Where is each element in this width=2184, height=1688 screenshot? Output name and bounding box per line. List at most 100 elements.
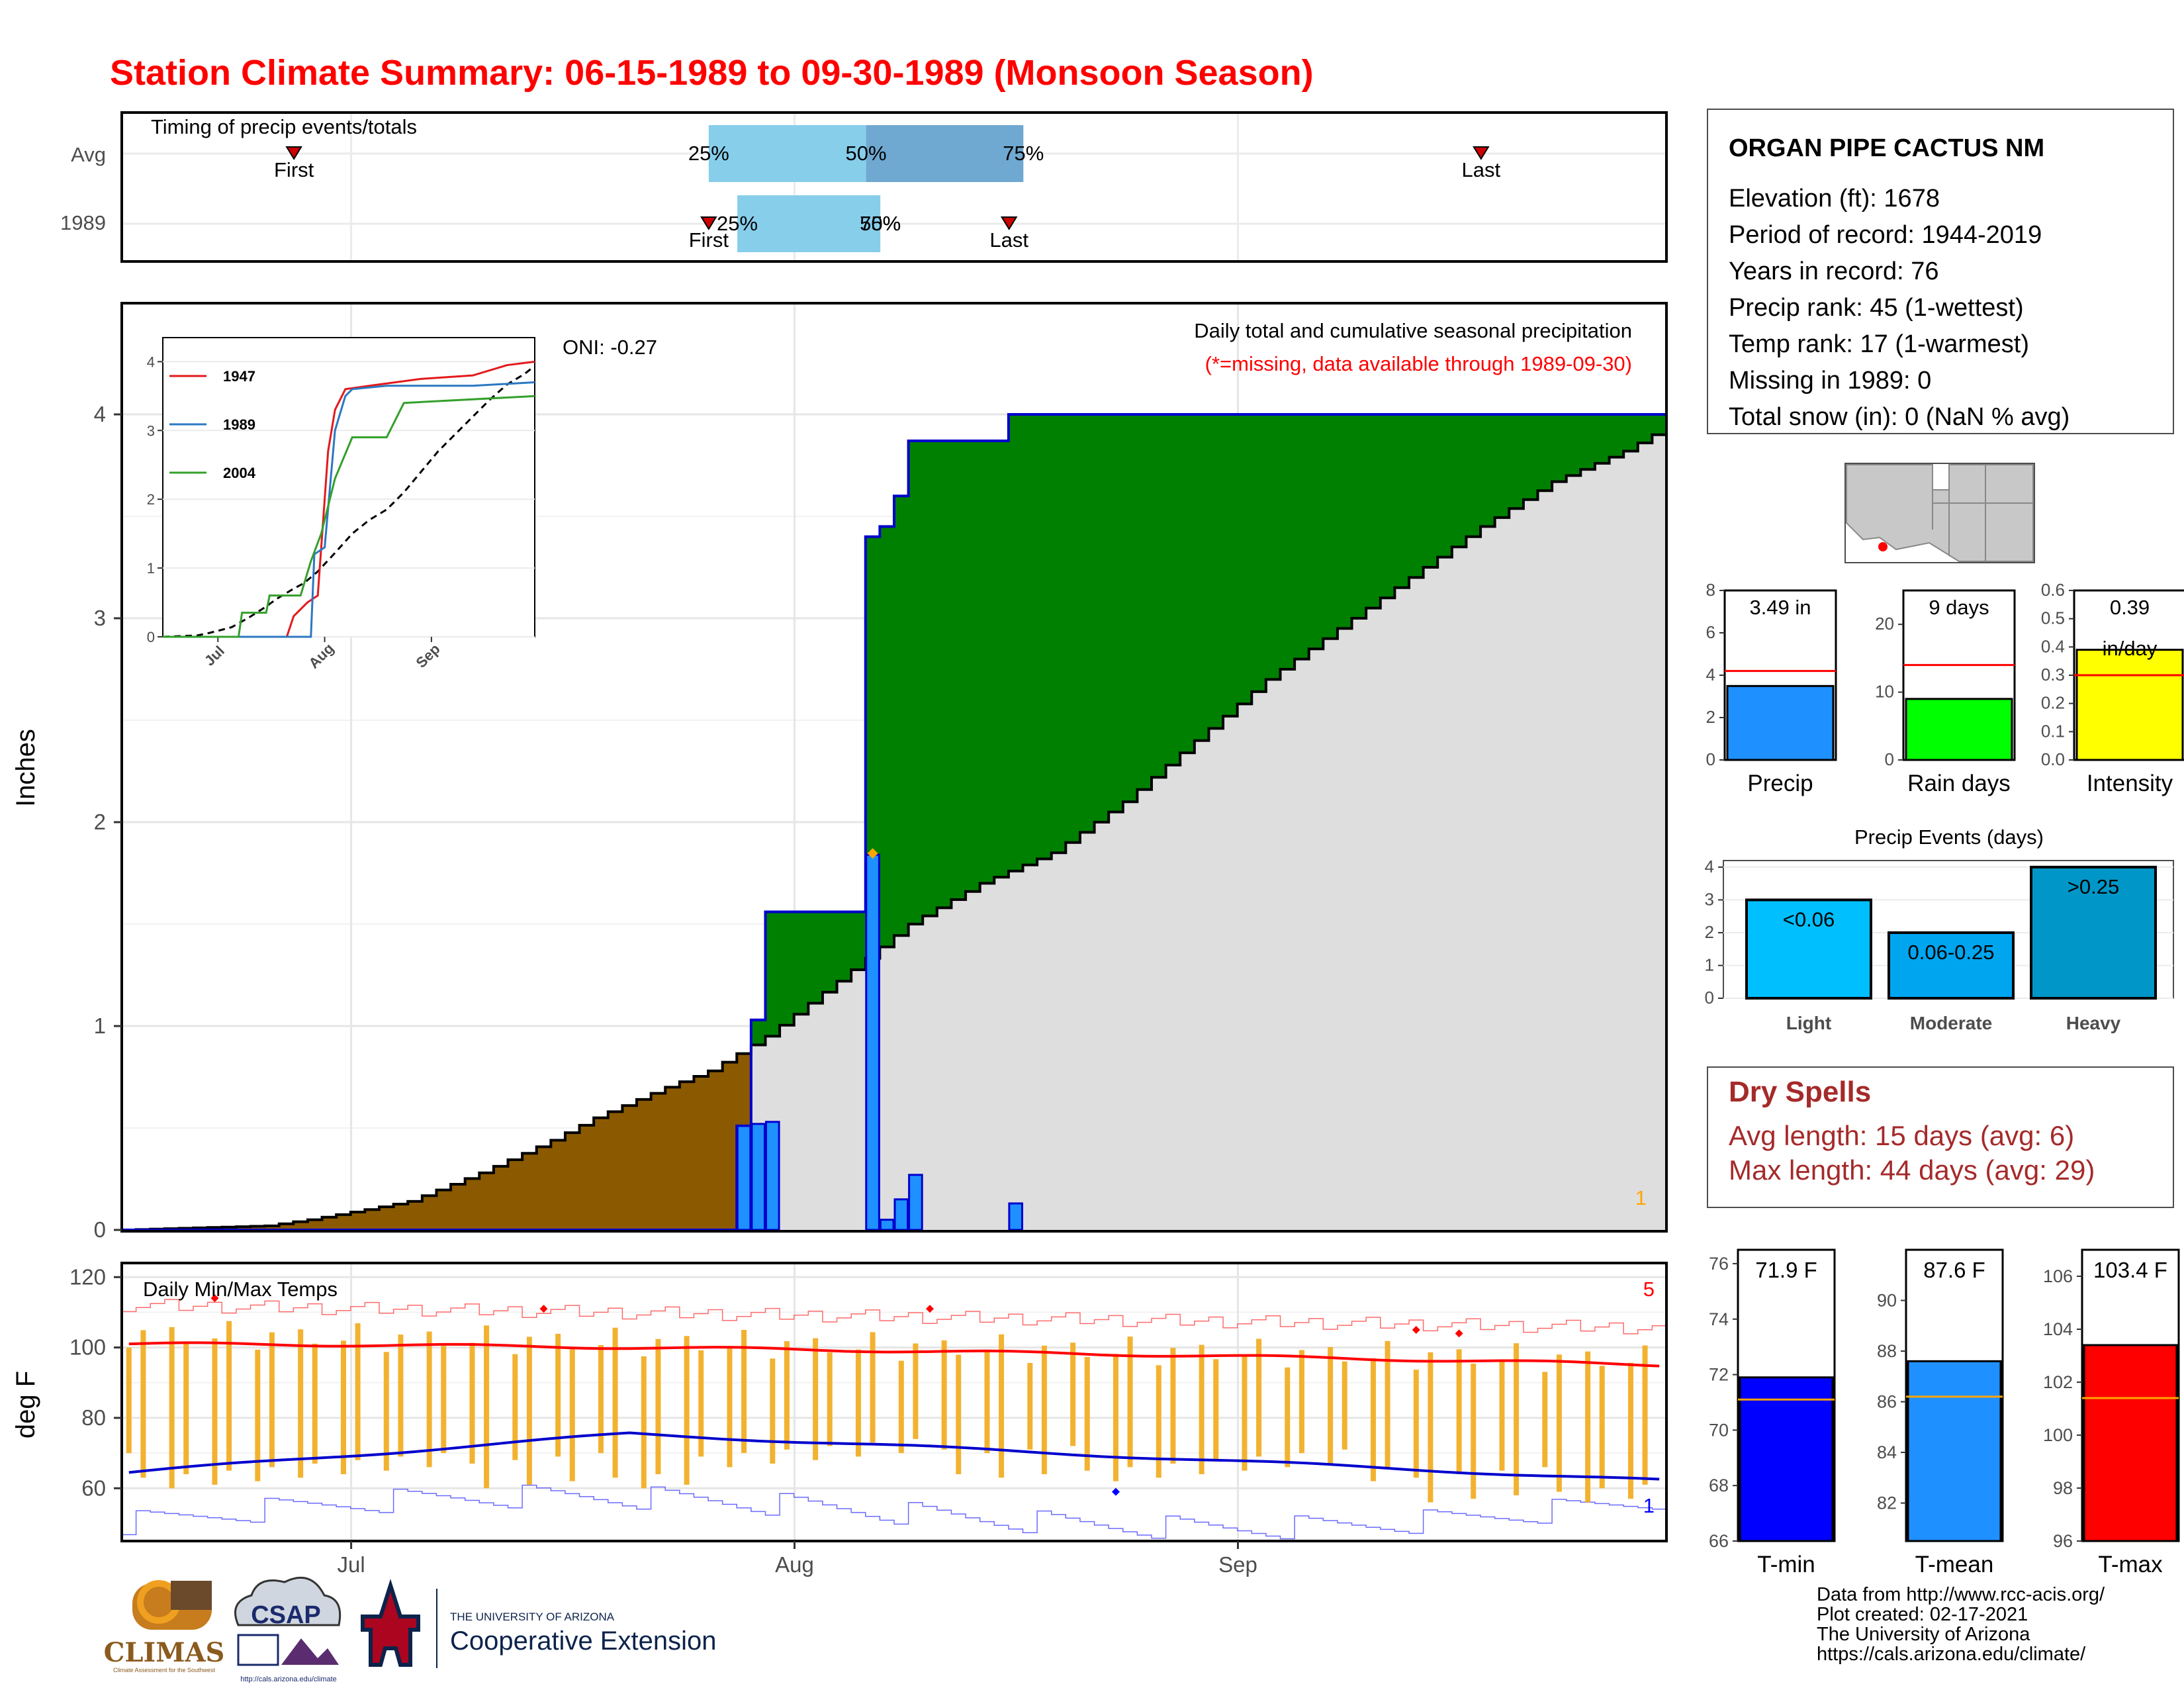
inset-series-1947 xyxy=(163,360,535,638)
mini-bar-tick-label: 0 xyxy=(1706,749,1715,769)
temp-bar-t-mean xyxy=(1907,1360,2002,1542)
surplus-area-slice xyxy=(1623,414,1639,451)
daily-temp-range-bar xyxy=(469,1342,475,1464)
daily-temp-range-bar xyxy=(1413,1370,1419,1478)
surplus-area-slice xyxy=(1509,414,1524,509)
surplus-area-slice xyxy=(794,912,809,1015)
daily-temp-range-bar xyxy=(1542,1372,1548,1468)
dry-spells-max: Max length: 44 days (avg: 29) xyxy=(1729,1154,2095,1186)
deficit-area-slice xyxy=(465,1178,480,1230)
timing-1989-marker-first xyxy=(700,216,717,230)
deficit-area-slice xyxy=(694,1076,709,1230)
daily-temp-range-bar xyxy=(126,1347,132,1454)
surplus-area-slice xyxy=(1265,414,1281,680)
mini-bar-tick-label: 2 xyxy=(1706,707,1715,727)
inset-average-line xyxy=(162,367,532,638)
daily-temp-range-bar xyxy=(269,1332,275,1468)
deficit-area-slice xyxy=(336,1214,351,1230)
deficit-area-slice xyxy=(508,1160,523,1230)
daily-precip-bar xyxy=(765,1121,780,1231)
station-precip-rank: Precip rank: 45 (1-wettest) xyxy=(1729,294,2024,322)
record-high-line xyxy=(122,1299,1666,1335)
deficit-area-slice xyxy=(365,1209,380,1230)
station-marker xyxy=(1878,542,1888,551)
temp-bar-tick-label: 88 xyxy=(1877,1341,1897,1361)
temp-bar-tick-label: 70 xyxy=(1709,1420,1729,1440)
daily-temp-range-bar xyxy=(1084,1356,1090,1471)
mini-bar-tick-label: 0.3 xyxy=(2041,665,2065,684)
surplus-area-slice xyxy=(1337,414,1353,629)
daily-temp-range-bar xyxy=(1642,1345,1648,1485)
deficit-area-slice xyxy=(307,1219,323,1230)
daily-temp-range-bar xyxy=(426,1331,432,1468)
x-tick-label: Aug xyxy=(775,1552,814,1577)
mini-bar-tick-label: 4 xyxy=(1706,665,1715,684)
inset-y-label: 2 xyxy=(147,491,155,508)
daily-temp-range-bar xyxy=(512,1354,518,1460)
deficit-area-slice xyxy=(737,1053,752,1126)
daily-temp-range-bar xyxy=(140,1330,146,1478)
mini-bar-intensity xyxy=(2075,649,2184,761)
deficit-area-slice xyxy=(637,1099,652,1230)
surplus-area-slice xyxy=(908,441,923,924)
events-bar-label: Heavy xyxy=(2066,1013,2121,1033)
csap-logo: CSAP http://cals.arizona.edu/climate xyxy=(234,1576,341,1683)
deficit-area-slice xyxy=(250,1226,265,1230)
temp-bar-tick-label: 66 xyxy=(1709,1531,1729,1551)
deficit-area-slice xyxy=(379,1207,394,1230)
temp-low-count: 1 xyxy=(1643,1494,1655,1517)
daily-precip-bar xyxy=(865,853,880,1231)
temp-bar-tick-label: 84 xyxy=(1877,1442,1897,1462)
daily-temp-range-bar xyxy=(1113,1354,1118,1481)
footer-url: https://cals.arizona.edu/climate/ xyxy=(1817,1644,2086,1665)
daily-temp-range-bar xyxy=(1342,1361,1347,1450)
deficit-area-slice xyxy=(551,1140,566,1230)
inset-legend-label: 1989 xyxy=(223,416,255,433)
surplus-area-slice xyxy=(1594,414,1610,463)
surplus-area-slice xyxy=(822,912,838,992)
events-bar-heavy xyxy=(2030,865,2157,1000)
timing-1989-label-first: First xyxy=(689,228,729,252)
deficit-area-slice xyxy=(665,1087,680,1230)
surplus-area-slice xyxy=(1523,414,1539,500)
record-high-marker xyxy=(1412,1326,1420,1335)
deficit-area-slice xyxy=(479,1172,494,1230)
timing-avg-p75-label: 75% xyxy=(1003,142,1044,165)
daily-temp-range-bar xyxy=(555,1333,561,1457)
surplus-area-slice xyxy=(923,441,938,916)
temp-bar-tick-label: 74 xyxy=(1709,1309,1729,1329)
deficit-area-slice xyxy=(408,1201,423,1230)
surplus-area-slice xyxy=(1366,414,1381,608)
events-tick-label: 3 xyxy=(1705,889,1714,909)
surplus-area-slice xyxy=(951,441,966,900)
daily-temp-range-bar xyxy=(1242,1356,1248,1471)
surplus-area-slice xyxy=(1552,414,1567,482)
timing-1989-label-last: Last xyxy=(989,228,1028,252)
surplus-area-slice xyxy=(1609,414,1624,457)
surplus-area-slice xyxy=(1180,414,1195,753)
surplus-area-slice xyxy=(780,912,795,1025)
events-bar-value: <0.06 xyxy=(1783,908,1835,931)
daily-temp-range-bar xyxy=(870,1332,876,1443)
daily-temp-range-bar xyxy=(569,1348,575,1481)
timing-row-avg: Avg xyxy=(71,143,106,166)
events-bar-label: Light xyxy=(1786,1013,1831,1033)
mini-bar-precip xyxy=(1726,684,1835,761)
surplus-area-slice xyxy=(1251,414,1267,692)
y-tick-label: 4 xyxy=(94,402,106,426)
surplus-area-slice xyxy=(994,441,1009,878)
surplus-area-slice xyxy=(765,912,780,1037)
deficit-area-slice xyxy=(350,1212,365,1230)
daily-temp-range-bar xyxy=(1256,1338,1262,1457)
daily-temp-range-bar xyxy=(312,1343,318,1464)
deficit-area-slice xyxy=(293,1221,308,1230)
y-tick-label: 2 xyxy=(94,810,106,834)
precip-areas xyxy=(122,413,1667,1231)
daily-temp-range-bar xyxy=(526,1336,532,1485)
timing-avg-marker-last xyxy=(1473,146,1490,160)
temp-bar-value: 103.4 F xyxy=(2093,1258,2167,1282)
surplus-area-slice xyxy=(1451,414,1467,547)
surplus-area-slice xyxy=(1480,414,1496,527)
page-title: Station Climate Summary: 06-15-1989 to 0… xyxy=(110,53,1314,93)
events-bar-light xyxy=(1745,898,1872,1000)
